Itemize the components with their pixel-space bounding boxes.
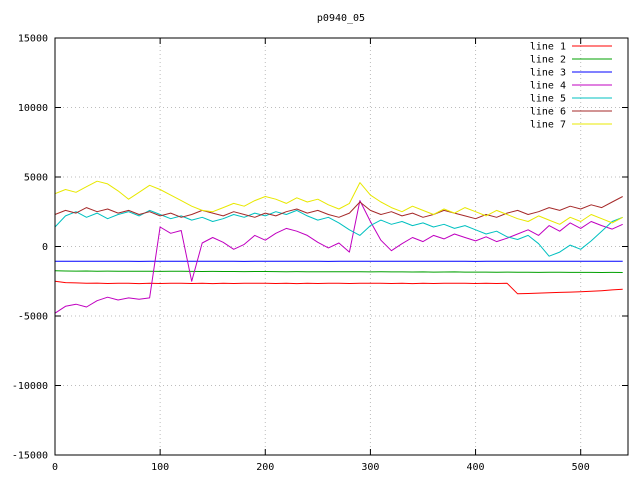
series-layer <box>55 181 623 313</box>
y-tick-label: -10000 <box>12 381 48 392</box>
y-tick-label: -5000 <box>18 312 48 323</box>
y-tick-label: 0 <box>42 242 48 253</box>
legend-label: line 2 <box>530 55 566 66</box>
x-tick-label: 300 <box>361 462 379 473</box>
legend-label: line 6 <box>530 107 566 118</box>
y-tick-label: 5000 <box>24 173 48 184</box>
legend-layer: line 1 line 2 line 3 line 4 line 5 line 6 line… <box>530 42 612 131</box>
x-tick-label: 200 <box>256 462 274 473</box>
legend-label: line 3 <box>530 68 566 79</box>
legend-label: line 1 <box>530 42 566 53</box>
series-line-7 <box>55 181 623 224</box>
x-tick-label: 100 <box>151 462 169 473</box>
legend-label: line 5 <box>530 94 566 105</box>
series-line-2 <box>55 271 623 273</box>
x-tick-label: 400 <box>467 462 485 473</box>
legend-label: line 4 <box>530 81 566 92</box>
x-tick-label: 0 <box>52 462 58 473</box>
series-line-1 <box>55 281 623 294</box>
legend-label: line 7 <box>530 120 566 131</box>
y-tick-label: 15000 <box>18 34 48 45</box>
chart-title: p0940_05 <box>317 13 365 24</box>
x-tick-label: 500 <box>572 462 590 473</box>
y-tick-label: -15000 <box>12 451 48 462</box>
y-tick-label: 10000 <box>18 103 48 114</box>
